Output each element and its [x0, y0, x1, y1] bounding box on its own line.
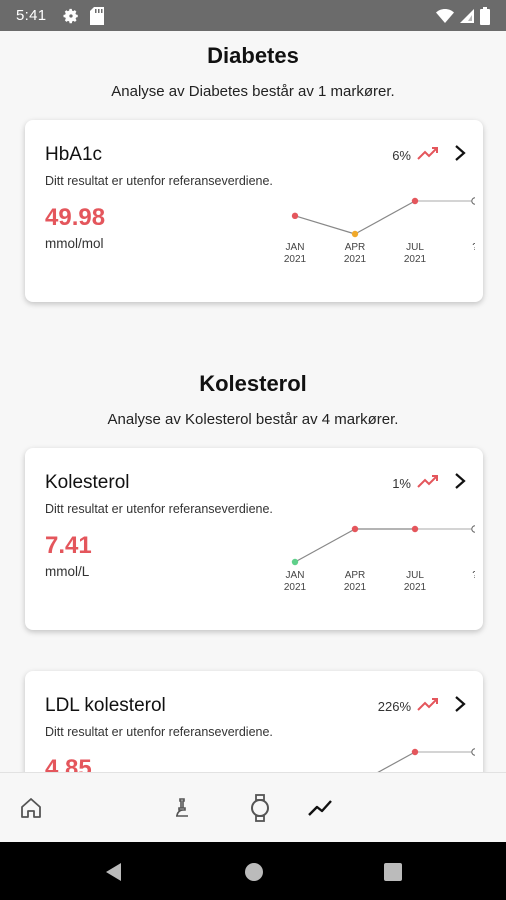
- marker-description: Ditt resultat er utenfor referanseverdie…: [45, 502, 273, 516]
- sd-card-icon: [90, 6, 105, 25]
- marker-change-percent: 1%: [392, 476, 411, 491]
- sparkline-point: [351, 230, 359, 238]
- marker-change-percent: 226%: [377, 699, 411, 714]
- microscope-icon: [176, 798, 188, 817]
- sparkline-point: [411, 748, 419, 756]
- sparkline-tick-label: 2021: [344, 254, 367, 265]
- marker-unit: mmol/mol: [45, 236, 104, 251]
- system-navigation-bar: [0, 842, 506, 900]
- sparkline-point: [411, 197, 419, 205]
- sparkline-tick-label: ?: [472, 242, 475, 253]
- home-circle-icon[interactable]: [243, 861, 265, 883]
- sparkline-point: [291, 558, 299, 566]
- trend-up-icon: [417, 698, 438, 711]
- status-time: 5:41: [16, 7, 47, 24]
- sparkline-tick-label: JAN: [286, 570, 305, 581]
- nav-results[interactable]: [305, 793, 335, 823]
- sparkline-point: [411, 525, 419, 533]
- wifi-icon: [436, 8, 454, 23]
- sparkline-tick-label: 2021: [404, 582, 427, 593]
- back-icon[interactable]: [102, 861, 124, 883]
- sparkline-point: [471, 525, 475, 533]
- chevron-right-icon[interactable]: [453, 144, 467, 162]
- sparkline-segment: [354, 200, 416, 235]
- gear-icon: [63, 8, 79, 23]
- sparkline-tick-label: 2021: [344, 582, 367, 593]
- sparkline-tick-label: JUL: [406, 570, 424, 581]
- watch-icon: [251, 794, 269, 822]
- sparkline-tick-label: APR: [345, 570, 366, 581]
- nav-watch[interactable]: [245, 793, 275, 823]
- home-icon: [21, 798, 41, 818]
- sparkline-point: [471, 197, 475, 205]
- marker-title: Kolesterol: [45, 472, 130, 493]
- trend-up-icon: [417, 475, 438, 488]
- results-scroll-area[interactable]: Diabetes Analyse av Diabetes består av 1…: [0, 31, 506, 772]
- marker-description: Ditt resultat er utenfor referanseverdie…: [45, 725, 273, 739]
- sparkline-tick-label: 2021: [284, 582, 307, 593]
- nav-home[interactable]: [16, 793, 46, 823]
- trend-up-icon: [417, 147, 438, 160]
- marker-change-percent: 6%: [392, 148, 411, 163]
- sparkline-segment: [294, 215, 356, 235]
- section-title-diabetes: Diabetes: [207, 43, 299, 68]
- marker-value: 7.41: [45, 532, 92, 559]
- battery-icon: [480, 6, 490, 25]
- section-subtitle-diabetes: Analyse av Diabetes består av 1 markører…: [111, 83, 395, 100]
- marker-title: HbA1c: [45, 144, 103, 165]
- chevron-right-icon[interactable]: [453, 472, 467, 490]
- sparkline-tick-label: JAN: [286, 242, 305, 253]
- sparkline-tick-label: 2021: [404, 254, 427, 265]
- sparkline-point: [471, 748, 475, 756]
- marker-card-ldl-kolesterol[interactable]: LDL kolesterol Ditt resultat er utenfor …: [25, 671, 483, 772]
- marker-card-kolesterol[interactable]: Kolesterol Ditt resultat er utenfor refe…: [25, 448, 483, 630]
- marker-description: Ditt resultat er utenfor referanseverdie…: [45, 174, 273, 188]
- sparkline-tick-label: APR: [345, 242, 366, 253]
- section-subtitle-kolesterol: Analyse av Kolesterol består av 4 markør…: [107, 411, 399, 428]
- sparkline-tick-label: 2021: [284, 254, 307, 265]
- marker-title: LDL kolesterol: [45, 695, 166, 716]
- recents-icon[interactable]: [382, 861, 404, 883]
- bottom-navigation: [0, 772, 506, 842]
- marker-unit: mmol/L: [45, 564, 90, 579]
- chevron-right-icon[interactable]: [453, 695, 467, 713]
- sparkline-tick-label: JUL: [406, 242, 424, 253]
- sparkline-segment: [294, 528, 356, 563]
- sparkline-point: [351, 525, 359, 533]
- status-bar: 5:41: [0, 0, 506, 31]
- status-right-icons: [436, 6, 490, 25]
- status-left-icons: [62, 6, 105, 25]
- signal-icon: [460, 8, 474, 23]
- sparkline-segment: [377, 751, 416, 772]
- marker-card-hba1c[interactable]: HbA1c Ditt resultat er utenfor referanse…: [25, 120, 483, 302]
- sparkline-point: [291, 212, 299, 220]
- trend-chart-icon: [308, 800, 332, 816]
- sparkline-tick-label: ?: [472, 570, 475, 581]
- nav-lab[interactable]: [167, 793, 197, 823]
- section-title-kolesterol: Kolesterol: [199, 371, 307, 396]
- marker-value: 49.98: [45, 204, 106, 231]
- marker-value: 4.85: [45, 755, 92, 772]
